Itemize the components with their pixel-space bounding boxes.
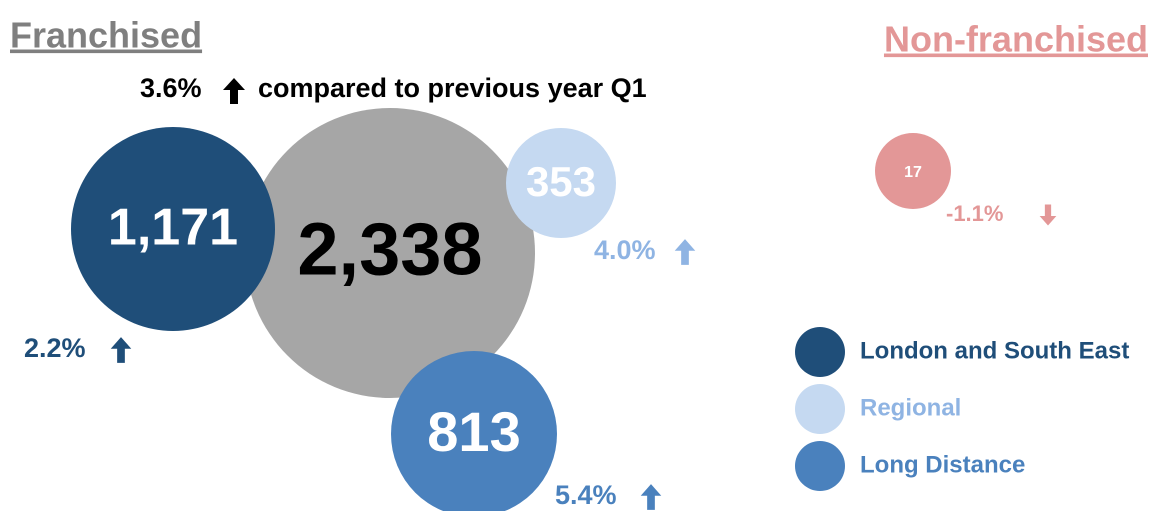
- change-label: 4.0%: [594, 235, 656, 265]
- change-label: 5.4%: [555, 480, 617, 510]
- up-arrow: [640, 484, 662, 510]
- down-arrow: [1039, 204, 1057, 226]
- legend-label: London and South East: [860, 337, 1129, 364]
- up-arrow: [674, 239, 696, 265]
- bubble-label: 353: [526, 158, 596, 205]
- bubble: [245, 108, 535, 398]
- change-label: 2.2%: [24, 333, 86, 363]
- franchised-heading: Franchised: [10, 15, 202, 56]
- non-franchised-heading: Non-franchised: [884, 19, 1148, 60]
- bubble-label: 813: [427, 400, 520, 463]
- legend-swatch: [795, 384, 845, 434]
- subtitle-text: compared to previous year Q1: [258, 73, 647, 103]
- change-label: -1.1%: [946, 201, 1003, 226]
- up-arrow: [110, 337, 132, 363]
- bubble: [71, 127, 275, 331]
- bubble-label: 1,171: [108, 199, 238, 257]
- legend-label: Long Distance: [860, 451, 1025, 478]
- bubble: [391, 351, 557, 511]
- bubble-label: 2,338: [297, 208, 482, 291]
- bubble: [875, 133, 951, 209]
- subtitle-change: 3.6%: [140, 73, 202, 103]
- legend-swatch: [795, 327, 845, 377]
- bubble-label: 17: [904, 164, 922, 181]
- bubble: [506, 128, 616, 238]
- legend-label: Regional: [860, 394, 961, 421]
- up-arrow: [223, 78, 245, 104]
- legend-swatch: [795, 441, 845, 491]
